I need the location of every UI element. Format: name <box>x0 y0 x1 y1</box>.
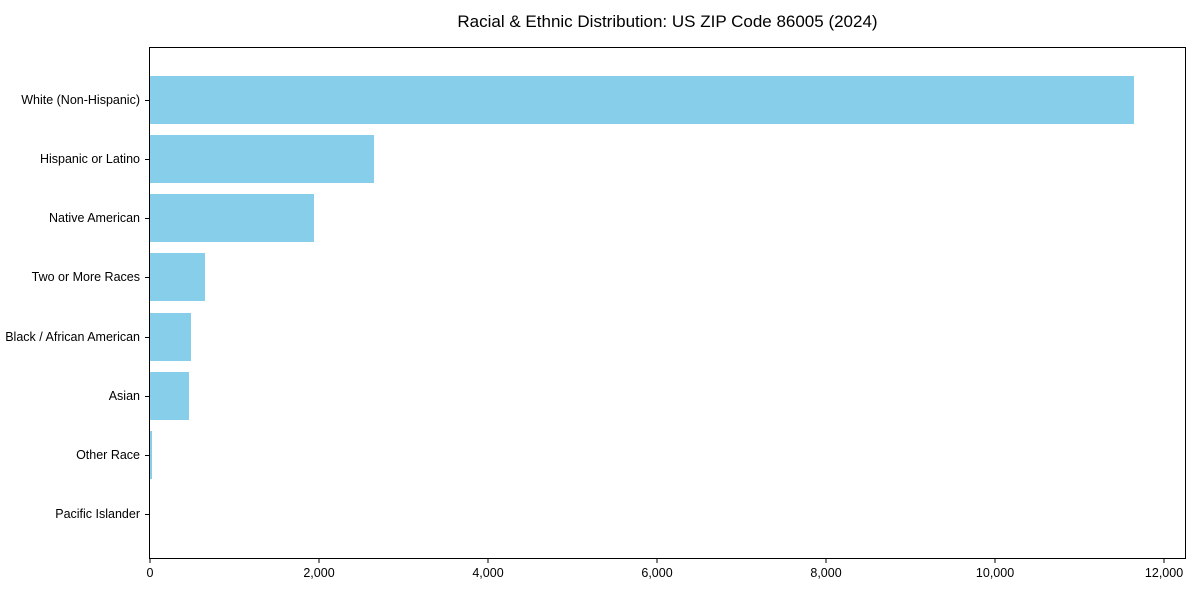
bar-row: White (Non-Hispanic) <box>21 70 1185 129</box>
x-tick <box>656 558 658 563</box>
bar-row: Two or More Races <box>32 248 1185 307</box>
bar <box>150 312 192 361</box>
x-tick-label: 8,000 <box>810 566 842 580</box>
category-label: Native American <box>48 211 140 226</box>
x-tick <box>318 558 320 563</box>
bar-row: Hispanic or Latino <box>40 129 1185 188</box>
x-tick <box>149 558 151 563</box>
bar <box>150 194 314 243</box>
x-tick <box>994 558 996 563</box>
bar-rows-container: White (Non-Hispanic) Hispanic or Latino Na… <box>5 48 1185 558</box>
chart-title: Racial & Ethnic Distribution: US ZIP Cod… <box>457 12 878 31</box>
bar <box>150 371 190 420</box>
bar-row: Other Race <box>76 426 1185 485</box>
y-tick <box>145 455 150 457</box>
plot-area: White (Non-Hispanic) Hispanic or Latino Na… <box>5 47 1186 580</box>
category-label: White (Non-Hispanic) <box>21 92 140 107</box>
category-label: Black / African American <box>5 329 140 344</box>
x-tick-label: 10,000 <box>975 566 1015 580</box>
bar-row: Asian <box>109 366 1185 425</box>
bar-row: Native American <box>49 189 1185 248</box>
bar <box>150 253 206 302</box>
bar-row: Black / African American <box>5 307 1185 366</box>
category-label: Pacific Islander <box>55 507 140 522</box>
x-tick-label: 6,000 <box>641 566 673 580</box>
bar <box>150 431 152 480</box>
y-tick <box>145 336 150 338</box>
category-label: Hispanic or Latino <box>39 151 140 166</box>
y-tick <box>145 99 150 101</box>
bar-row: Pacific Islander <box>55 485 1185 544</box>
x-tick <box>1163 558 1165 563</box>
x-tick-label: 2,000 <box>303 566 335 580</box>
x-tick <box>487 558 489 563</box>
x-tick-label: 12,000 <box>1144 566 1184 580</box>
category-label: Asian <box>108 388 140 403</box>
x-tick <box>825 558 827 563</box>
y-tick <box>145 514 150 516</box>
bar <box>150 134 374 183</box>
x-tick-label: 0 <box>146 566 154 580</box>
category-label: Other Race <box>76 448 140 463</box>
y-tick <box>145 395 150 397</box>
y-tick <box>145 158 150 160</box>
x-tick-label: 4,000 <box>472 566 504 580</box>
category-label: Two or More Races <box>31 270 140 285</box>
y-tick <box>145 218 150 220</box>
y-tick <box>145 277 150 279</box>
bar <box>150 75 1135 124</box>
